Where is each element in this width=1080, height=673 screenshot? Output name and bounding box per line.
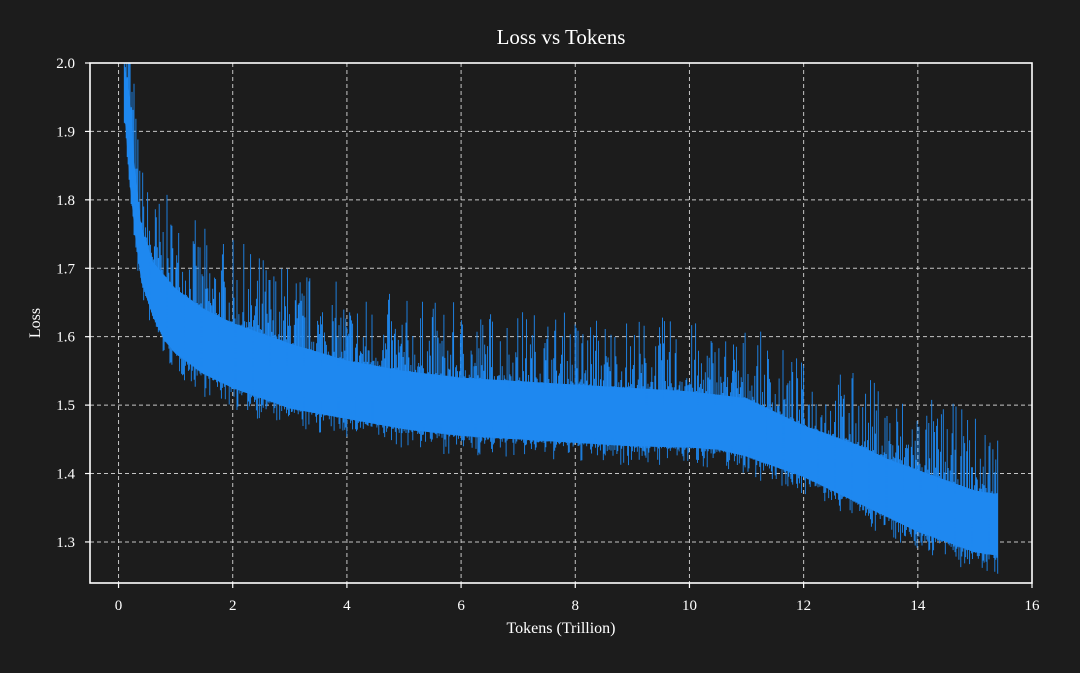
y-tick-label: 1.9 <box>56 124 75 140</box>
y-tick-label: 1.7 <box>56 261 75 277</box>
chart-title: Loss vs Tokens <box>497 25 626 49</box>
plot-frame <box>89 62 1033 584</box>
x-tick-labels: 0 2 4 6 8 10 12 14 16 <box>115 598 1040 614</box>
loss-noise <box>123 63 999 574</box>
x-tick-label: 4 <box>343 598 351 614</box>
x-tick-label: 0 <box>115 598 123 614</box>
y-tick-label: 1.8 <box>56 193 75 209</box>
y-tick-labels: 1.3 1.4 1.5 1.6 1.7 1.8 1.9 2.0 <box>56 56 75 551</box>
x-tick-label: 8 <box>572 598 580 614</box>
data-series <box>123 63 999 574</box>
y-tick-label: 1.5 <box>56 398 75 414</box>
x-tick-label: 6 <box>457 598 465 614</box>
x-tick-label: 14 <box>910 598 926 614</box>
tick-marks <box>85 62 1033 588</box>
y-tick-label: 1.6 <box>56 330 75 346</box>
y-tick-label: 1.4 <box>56 467 75 483</box>
y-tick-label: 1.3 <box>56 535 75 551</box>
y-tick-label: 2.0 <box>56 56 75 72</box>
x-axis-title: Tokens (Trillion) <box>507 620 616 637</box>
y-axis-title: Loss <box>27 308 44 338</box>
x-tick-label: 2 <box>229 598 237 614</box>
x-tick-label: 12 <box>796 598 811 614</box>
x-tick-label: 10 <box>682 598 697 614</box>
loss-series <box>123 63 999 574</box>
x-tick-label: 16 <box>1025 598 1041 614</box>
